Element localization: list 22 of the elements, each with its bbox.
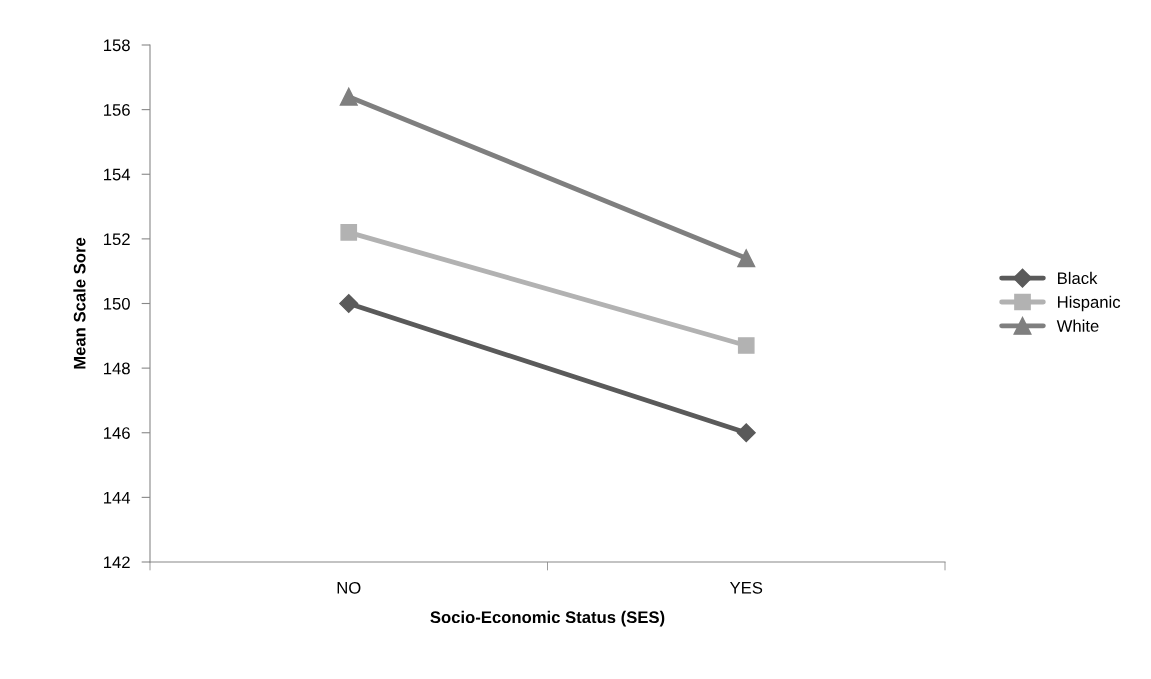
legend-label: Hispanic [1058, 295, 1121, 312]
y-tick-label: 154 [104, 168, 131, 181]
point [736, 423, 756, 443]
point [339, 87, 358, 106]
y-tick-label: 156 [104, 104, 130, 116]
point [737, 249, 756, 268]
x-tick-label: NO [337, 581, 361, 594]
y-axis-title: Mean Scale Sore [73, 237, 86, 369]
y-tick-label: 142 [104, 556, 130, 569]
y-tick-label: 158 [104, 39, 130, 52]
y-tick-label: 152 [104, 233, 130, 246]
x-tick-label: YES [729, 581, 763, 594]
point [339, 293, 359, 314]
y-tick-label: 144 [104, 491, 131, 504]
x-axis-title: Socio-Economic Status (SES) [430, 610, 665, 627]
y-tick-label: 150 [104, 297, 130, 310]
y-tick-label: 146 [104, 427, 130, 439]
point [340, 224, 358, 241]
legend-label: White [1056, 319, 1099, 332]
y-tick-label: 148 [104, 362, 130, 375]
legend-label: Black [1058, 271, 1098, 285]
point [737, 337, 755, 354]
